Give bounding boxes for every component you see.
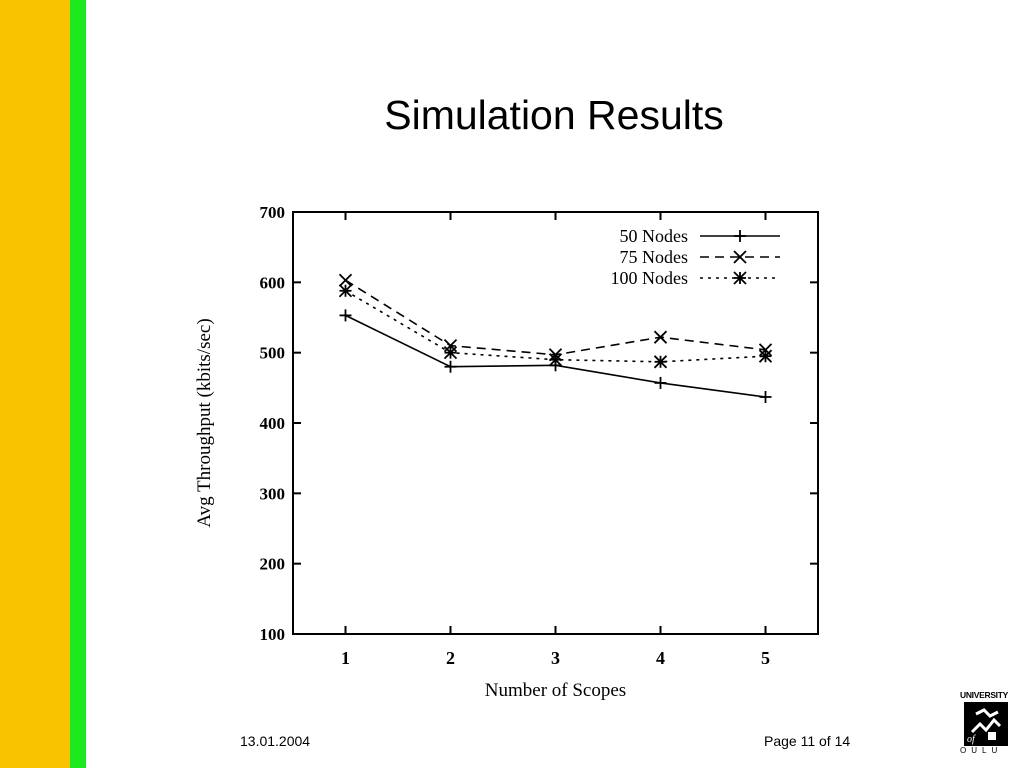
- data-point-s1-2: [444, 360, 457, 373]
- y-tick-label: 100: [260, 625, 286, 644]
- data-point-s3-1: [338, 284, 353, 298]
- data-point-s2-5: [758, 343, 773, 357]
- y-tick-label: 400: [260, 414, 286, 433]
- logo-emblem-icon: of: [964, 702, 1008, 746]
- page-number: Page 11 of 14: [764, 733, 851, 749]
- slide-title: Simulation Results: [384, 92, 724, 138]
- data-point-s3-3: [548, 353, 563, 367]
- y-tick-label: 700: [260, 203, 286, 222]
- y-tick-label: 600: [260, 273, 286, 292]
- data-point-s3-2: [443, 346, 458, 360]
- y-tick-label: 500: [260, 344, 286, 363]
- x-tick-label: 2: [446, 648, 455, 668]
- x-tick-label: 4: [656, 648, 665, 668]
- y-axis-label: Avg Throughput (kbits/sec): [194, 318, 215, 527]
- series-line-2: [345, 279, 766, 356]
- data-point-s1-5: [759, 390, 772, 403]
- data-point-s2-1: [338, 273, 353, 287]
- data-point-s3-4: [653, 355, 668, 369]
- legend-label: 75 Nodes: [620, 247, 689, 267]
- x-tick-label: 1: [341, 648, 350, 668]
- logo-oulu-text: OULU: [960, 746, 1003, 755]
- sidebar-green-stripe: [70, 0, 86, 768]
- x-tick-label: 5: [761, 648, 770, 668]
- logo-university-text: UNIVERSITY: [960, 690, 1009, 700]
- data-point-s3-5: [758, 349, 773, 363]
- x-tick-label: 3: [551, 648, 560, 668]
- x-axis-label: Number of Scopes: [485, 680, 626, 701]
- data-point-s1-1: [339, 309, 352, 322]
- legend-marker: [734, 230, 746, 242]
- legend-marker: [733, 271, 747, 285]
- y-tick-label: 200: [260, 555, 286, 574]
- svg-text:of: of: [967, 734, 976, 745]
- throughput-chart: 100 200 300 400 500 600 700 1 2 3 4 5 Number of Scop…: [194, 203, 819, 701]
- sidebar-yellow-stripe: [0, 0, 70, 768]
- y-tick-label: 300: [260, 484, 286, 503]
- legend-marker: [733, 250, 747, 264]
- series-line-3: [345, 290, 766, 363]
- data-point-s1-4: [654, 376, 667, 389]
- university-logo: UNIVERSITY of OULU: [960, 690, 1012, 758]
- legend-label: 100 Nodes: [611, 268, 689, 288]
- data-point-s2-4: [653, 330, 668, 344]
- slide-date: 13.01.2004: [240, 733, 311, 749]
- legend-label: 50 Nodes: [620, 226, 689, 246]
